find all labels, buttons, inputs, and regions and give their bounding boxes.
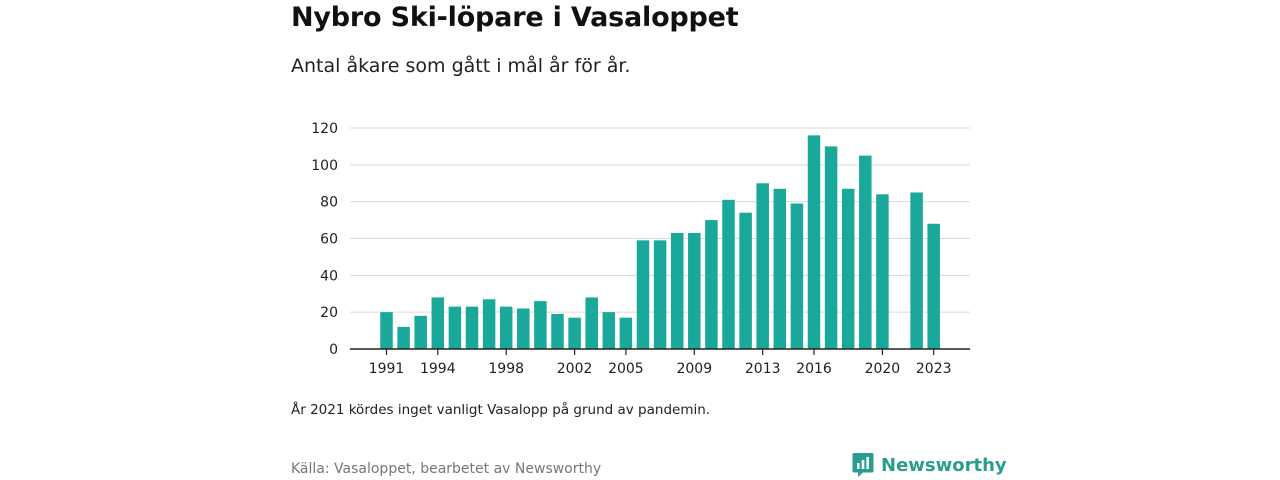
x-tick-label: 1998 <box>488 361 524 377</box>
x-tick-label: 1994 <box>420 361 456 377</box>
x-tick-label: 2009 <box>676 361 712 377</box>
bar-2009[interactable] <box>688 232 701 349</box>
chart-subtitle: Antal åkare som gått i mål år för år. <box>291 55 631 77</box>
x-tick-label: 2002 <box>557 361 593 377</box>
y-tick-label: 120 <box>311 121 338 137</box>
bar-1991[interactable] <box>380 312 393 349</box>
bar-2010[interactable] <box>705 220 718 349</box>
bar-2022[interactable] <box>910 192 923 349</box>
bar-1999[interactable] <box>517 308 530 349</box>
bar-2005[interactable] <box>619 317 633 349</box>
bar-2004[interactable] <box>602 312 616 349</box>
bar-2016[interactable] <box>807 135 821 349</box>
bar-1998[interactable] <box>499 306 513 349</box>
bar-1994[interactable] <box>431 297 445 349</box>
bar-2019[interactable] <box>859 155 872 349</box>
bar-1995[interactable] <box>448 306 462 349</box>
bar-2008[interactable] <box>670 232 684 349</box>
bar-2011[interactable] <box>722 199 735 349</box>
bar-2000[interactable] <box>534 301 547 349</box>
chart-note: År 2021 kördes inget vanligt Vasalopp på… <box>291 402 711 418</box>
bar-1996[interactable] <box>465 306 479 349</box>
bar-2013[interactable] <box>756 183 769 349</box>
bar-2006[interactable] <box>636 240 650 349</box>
bar-2012[interactable] <box>739 212 752 349</box>
brand-name: Newsworthy <box>881 454 1007 476</box>
x-tick-label: 2016 <box>796 361 832 377</box>
y-tick-label: 80 <box>320 195 338 211</box>
bar-1993[interactable] <box>414 315 427 349</box>
bar-2002[interactable] <box>568 317 581 349</box>
bar-2007[interactable] <box>653 240 667 349</box>
x-tick-label: 1991 <box>369 361 405 377</box>
bar-2014[interactable] <box>773 188 787 349</box>
bar-chart: 0 20 40 60 80 100 120 1991 1994 1998 2002 2005 2009… <box>311 121 970 377</box>
x-tick-label: 2023 <box>916 361 952 377</box>
newsworthy-logo-icon <box>852 453 874 477</box>
y-axis-ticks: 0 20 40 60 80 100 120 <box>311 121 338 358</box>
bar-1992[interactable] <box>397 326 410 349</box>
bar-2023[interactable] <box>927 223 940 349</box>
y-tick-label: 100 <box>311 158 338 174</box>
x-tick-label: 2020 <box>865 361 901 377</box>
newsworthy-brand[interactable]: Newsworthy <box>852 452 1007 478</box>
y-tick-label: 0 <box>329 342 338 358</box>
chart-title: Nybro Ski-löpare i Vasaloppet <box>291 2 739 33</box>
bar-1997[interactable] <box>482 299 496 349</box>
bar-2017[interactable] <box>824 146 838 349</box>
x-axis-ticks: 1991 1994 1998 2002 2005 2009 2013 2016 2020 2023 <box>369 349 952 377</box>
y-tick-label: 40 <box>320 268 338 284</box>
bar-2015[interactable] <box>790 203 804 349</box>
bar-2018[interactable] <box>841 188 855 349</box>
x-tick-label: 2005 <box>608 361 644 377</box>
y-tick-label: 20 <box>320 305 338 321</box>
bars <box>380 135 940 349</box>
x-tick-label: 2013 <box>745 361 781 377</box>
bar-2020[interactable] <box>876 194 889 349</box>
source-text: Källa: Vasaloppet, bearbetet av Newswort… <box>291 461 602 477</box>
bar-2001[interactable] <box>551 314 564 349</box>
y-tick-label: 60 <box>320 232 338 248</box>
bar-2003[interactable] <box>585 297 598 349</box>
